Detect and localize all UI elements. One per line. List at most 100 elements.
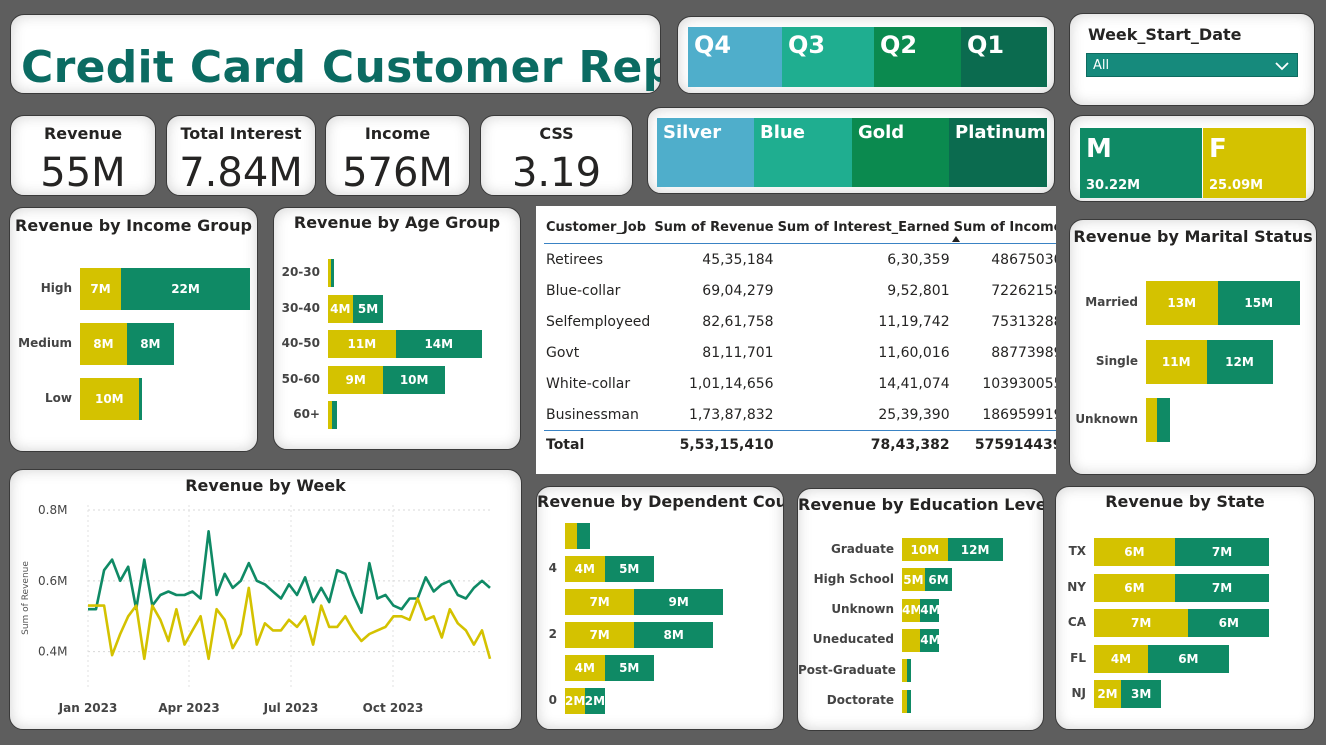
data-label-3-f: 7M xyxy=(589,595,610,609)
bar-doctorate-f[interactable] xyxy=(902,689,907,713)
bar-40-50-m[interactable] xyxy=(395,330,482,358)
bar-unknown-m[interactable] xyxy=(1157,398,1170,442)
bar-fl-m[interactable] xyxy=(1147,644,1229,673)
quarter-q4-label: Q4 xyxy=(694,31,732,59)
bar-low-m[interactable] xyxy=(138,378,142,420)
data-label-ca-f: 7M xyxy=(1131,616,1152,630)
bar-4-m[interactable] xyxy=(604,556,654,582)
kpi-total-interest: Total Interest 7.84M xyxy=(166,115,316,196)
bar-medium-m[interactable] xyxy=(126,323,174,365)
table-cell: 48675030 xyxy=(991,251,1056,268)
quarter-tile-q1[interactable]: Q1 xyxy=(961,27,1047,87)
category-label-ca: CA xyxy=(1067,615,1086,629)
bar-single-m[interactable] xyxy=(1206,339,1273,384)
table-cell: 88773989 xyxy=(991,344,1056,361)
bar-2-f[interactable] xyxy=(565,622,635,648)
x-tick-label: Jan 2023 xyxy=(58,701,118,715)
bar-high-m[interactable] xyxy=(121,268,250,310)
bar-2-m[interactable] xyxy=(634,622,714,648)
bar-40-50-f[interactable] xyxy=(328,330,396,358)
category-label-doctorate: Doctorate xyxy=(826,693,894,707)
card-silver-label: Silver xyxy=(663,122,722,143)
table-row[interactable]: Businessman 1,73,87,832 25,39,390 186959919 xyxy=(544,399,1056,431)
bar-fl-f[interactable] xyxy=(1094,644,1148,673)
bar-tx-m[interactable] xyxy=(1174,538,1270,566)
bar-nj-f[interactable] xyxy=(1094,680,1121,708)
week-filter-dropdown[interactable]: All xyxy=(1086,53,1298,77)
table-cell: 6,30,359 xyxy=(887,251,950,268)
quarter-tile-q3[interactable]: Q3 xyxy=(782,27,874,87)
bar-5-f[interactable] xyxy=(565,523,577,549)
bar-60-m[interactable] xyxy=(331,401,338,429)
kpi-interest-value: 7.84M xyxy=(179,150,303,196)
category-label-4: 4 xyxy=(548,561,557,575)
bar-50-60-f[interactable] xyxy=(328,365,384,394)
bar-60-f[interactable] xyxy=(328,401,332,429)
table-row[interactable]: Retirees 45,35,184 6,30,359 48675030 xyxy=(544,244,1056,276)
table-cell: Total xyxy=(544,430,653,459)
data-label-30-40-m: 5M xyxy=(357,301,379,316)
col-header-customer-job[interactable]: Customer_Job xyxy=(544,214,653,244)
quarter-tile-q2[interactable]: Q2 xyxy=(874,27,961,87)
bar-ny-m[interactable] xyxy=(1174,573,1270,602)
table-row[interactable]: White-collar 1,01,14,656 14,41,074 10393005… xyxy=(544,368,1056,399)
bar-medium-f[interactable] xyxy=(80,323,127,365)
bar-high-f[interactable] xyxy=(80,268,122,310)
bar-ca-m[interactable] xyxy=(1188,609,1270,637)
kpi-revenue-label: Revenue xyxy=(43,124,123,143)
bar-20-30-f[interactable] xyxy=(328,259,331,287)
gender-tile-f[interactable]: F 25.09M xyxy=(1203,128,1306,198)
bar-4-f[interactable] xyxy=(565,556,605,582)
bar-unknown-f[interactable] xyxy=(1146,398,1157,442)
bar-0-m[interactable] xyxy=(584,688,605,714)
table-row[interactable]: Blue-collar 69,04,279 9,52,801 72262158 xyxy=(544,275,1056,306)
bar-high-school-m[interactable] xyxy=(924,568,953,592)
card-tile-platinum[interactable]: Platinum xyxy=(949,118,1047,187)
bar-50-60-m[interactable] xyxy=(383,365,445,394)
table-cell: 11,19,742 xyxy=(878,313,950,330)
bar-5-m[interactable] xyxy=(576,523,590,549)
table-total-row[interactable]: Total 5,53,15,410 78,43,382 575914439 xyxy=(544,430,1056,459)
bar-30-40-m[interactable] xyxy=(352,294,384,323)
bar-low-f[interactable] xyxy=(80,378,139,420)
bar-0-f[interactable] xyxy=(565,688,585,714)
col-header-sum-income-label: Sum of Income xyxy=(953,220,1056,235)
bar-high-school-f[interactable] xyxy=(902,568,925,592)
quarter-tile-q4[interactable]: Q4 xyxy=(688,27,782,87)
bar-1-m[interactable] xyxy=(604,655,654,681)
education-level-title: Revenue by Education Level xyxy=(798,495,1044,514)
bar-post-graduate-m[interactable] xyxy=(906,659,912,683)
col-header-sum-revenue[interactable]: Sum of Revenue xyxy=(652,214,776,244)
table-row[interactable]: Govt 81,11,701 11,60,016 88773989 xyxy=(544,337,1056,368)
bar-post-graduate-f[interactable] xyxy=(902,659,907,683)
bar-3-f[interactable] xyxy=(565,589,635,615)
bar-3-m[interactable] xyxy=(634,589,724,615)
bar-ny-f[interactable] xyxy=(1094,573,1175,602)
category-label-2: 2 xyxy=(548,627,557,641)
gender-tile-m[interactable]: M 30.22M xyxy=(1080,128,1202,198)
col-header-sum-income[interactable]: Sum of Income xyxy=(951,214,1056,244)
bar-20-30-m[interactable] xyxy=(331,259,335,287)
bar-uneducated-f[interactable] xyxy=(902,628,921,652)
bar-uneducated-m[interactable] xyxy=(920,628,939,652)
card-tile-gold[interactable]: Gold xyxy=(852,118,949,187)
bar-single-f[interactable] xyxy=(1146,339,1207,384)
bar-graduate-f[interactable] xyxy=(902,538,948,561)
bar-ca-f[interactable] xyxy=(1094,609,1189,637)
table-cell: 11,60,016 xyxy=(878,344,950,361)
bar-30-40-f[interactable] xyxy=(328,294,353,323)
bar-tx-f[interactable] xyxy=(1094,538,1175,566)
bar-doctorate-m[interactable] xyxy=(906,689,912,713)
table-row[interactable]: Selfemployeed 82,61,758 11,19,742 75313288 xyxy=(544,306,1056,337)
bar-married-m[interactable] xyxy=(1217,281,1300,325)
bar-unknown-m[interactable] xyxy=(920,598,939,622)
bar-unknown-f[interactable] xyxy=(902,598,921,622)
bar-nj-m[interactable] xyxy=(1120,680,1162,708)
bar-graduate-m[interactable] xyxy=(947,538,1003,561)
card-tile-blue[interactable]: Blue xyxy=(754,118,852,187)
card-tile-silver[interactable]: Silver xyxy=(657,118,754,187)
bar-1-f[interactable] xyxy=(565,655,605,681)
col-header-sum-interest[interactable]: Sum of Interest_Earned xyxy=(775,214,952,244)
table-cell: 575914439 xyxy=(951,430,1056,459)
bar-married-f[interactable] xyxy=(1146,281,1218,325)
